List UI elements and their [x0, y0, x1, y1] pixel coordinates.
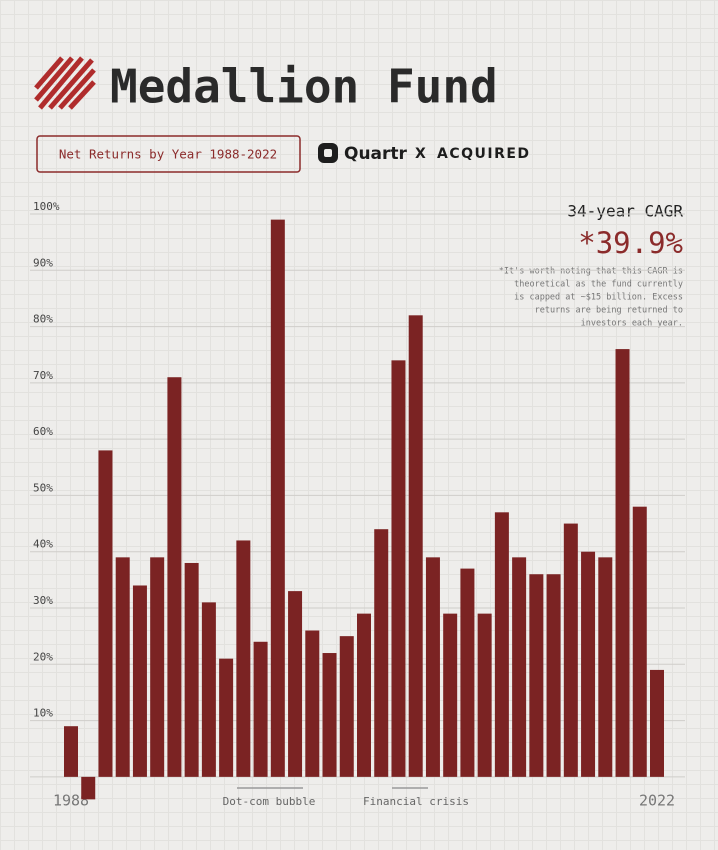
- bar: [443, 613, 458, 777]
- cagr-note: is capped at ~$15 billion. Excess: [514, 293, 683, 303]
- y-tick-label: 60%: [33, 425, 53, 438]
- bar: [494, 512, 509, 777]
- brand-separator: X: [415, 146, 426, 162]
- bar: [357, 613, 371, 777]
- bar: [184, 562, 199, 777]
- bar: [219, 658, 234, 777]
- brand: Quartr: [344, 144, 408, 164]
- cagr-label: 34-year CAGR: [567, 202, 683, 221]
- bar: [201, 602, 216, 777]
- bar: [81, 776, 96, 800]
- bar: [425, 557, 440, 777]
- annotation: Dot-com bubble: [223, 795, 316, 808]
- y-tick-label: 100%: [33, 200, 60, 213]
- bar: [150, 557, 165, 777]
- cagr-note: investors each year.: [581, 319, 683, 329]
- bar: [632, 506, 647, 777]
- y-tick-label: 20%: [33, 650, 53, 663]
- y-tick-label: 40%: [33, 538, 53, 551]
- y-tick-label: 50%: [33, 481, 53, 494]
- bar: [339, 636, 354, 777]
- cagr-note: returns are being returned to: [535, 306, 683, 316]
- cagr-note: theoretical as the fund currently: [514, 280, 683, 290]
- y-tick-label: 30%: [33, 594, 53, 607]
- y-tick-label: 10%: [33, 707, 53, 720]
- bar: [563, 523, 578, 777]
- bar: [512, 557, 527, 777]
- bar: [288, 591, 303, 777]
- title-icon: [34, 56, 96, 110]
- quartr-icon-hole: [324, 149, 332, 157]
- bar: [374, 529, 389, 777]
- bar: [546, 574, 561, 777]
- bar: [598, 557, 613, 777]
- bar: [98, 450, 113, 777]
- bar: [529, 574, 544, 777]
- bar: [477, 613, 492, 777]
- bar: [115, 557, 130, 777]
- subtitle-box: [36, 135, 301, 173]
- x-tick-label: 1988: [53, 792, 89, 810]
- bar: [650, 669, 664, 777]
- y-tick-label: 90%: [33, 256, 53, 269]
- bar: [391, 360, 406, 777]
- y-tick-label: 70%: [33, 369, 53, 382]
- bar: [305, 630, 320, 777]
- subtitle: Net Returns by Year 1988-2022: [59, 147, 277, 162]
- bar: [64, 726, 78, 777]
- bar: [460, 568, 475, 777]
- cagr-value: *39.9%: [578, 226, 683, 260]
- bar: [615, 349, 630, 777]
- brand: ACQUIRED: [437, 146, 531, 162]
- bar: [167, 377, 182, 777]
- bar: [408, 315, 423, 777]
- bar: [236, 540, 251, 777]
- chart-title: Medallion Fund: [110, 60, 498, 114]
- bar: [322, 653, 337, 777]
- bar: [581, 551, 596, 777]
- bar: [270, 219, 285, 777]
- cagr-note: *It's worth noting that this CAGR is: [499, 267, 683, 277]
- bar: [253, 641, 268, 777]
- bar: [132, 585, 147, 777]
- x-tick-label: 2022: [639, 792, 675, 810]
- annotation: Financial crisis: [363, 795, 469, 808]
- y-tick-label: 80%: [33, 313, 53, 326]
